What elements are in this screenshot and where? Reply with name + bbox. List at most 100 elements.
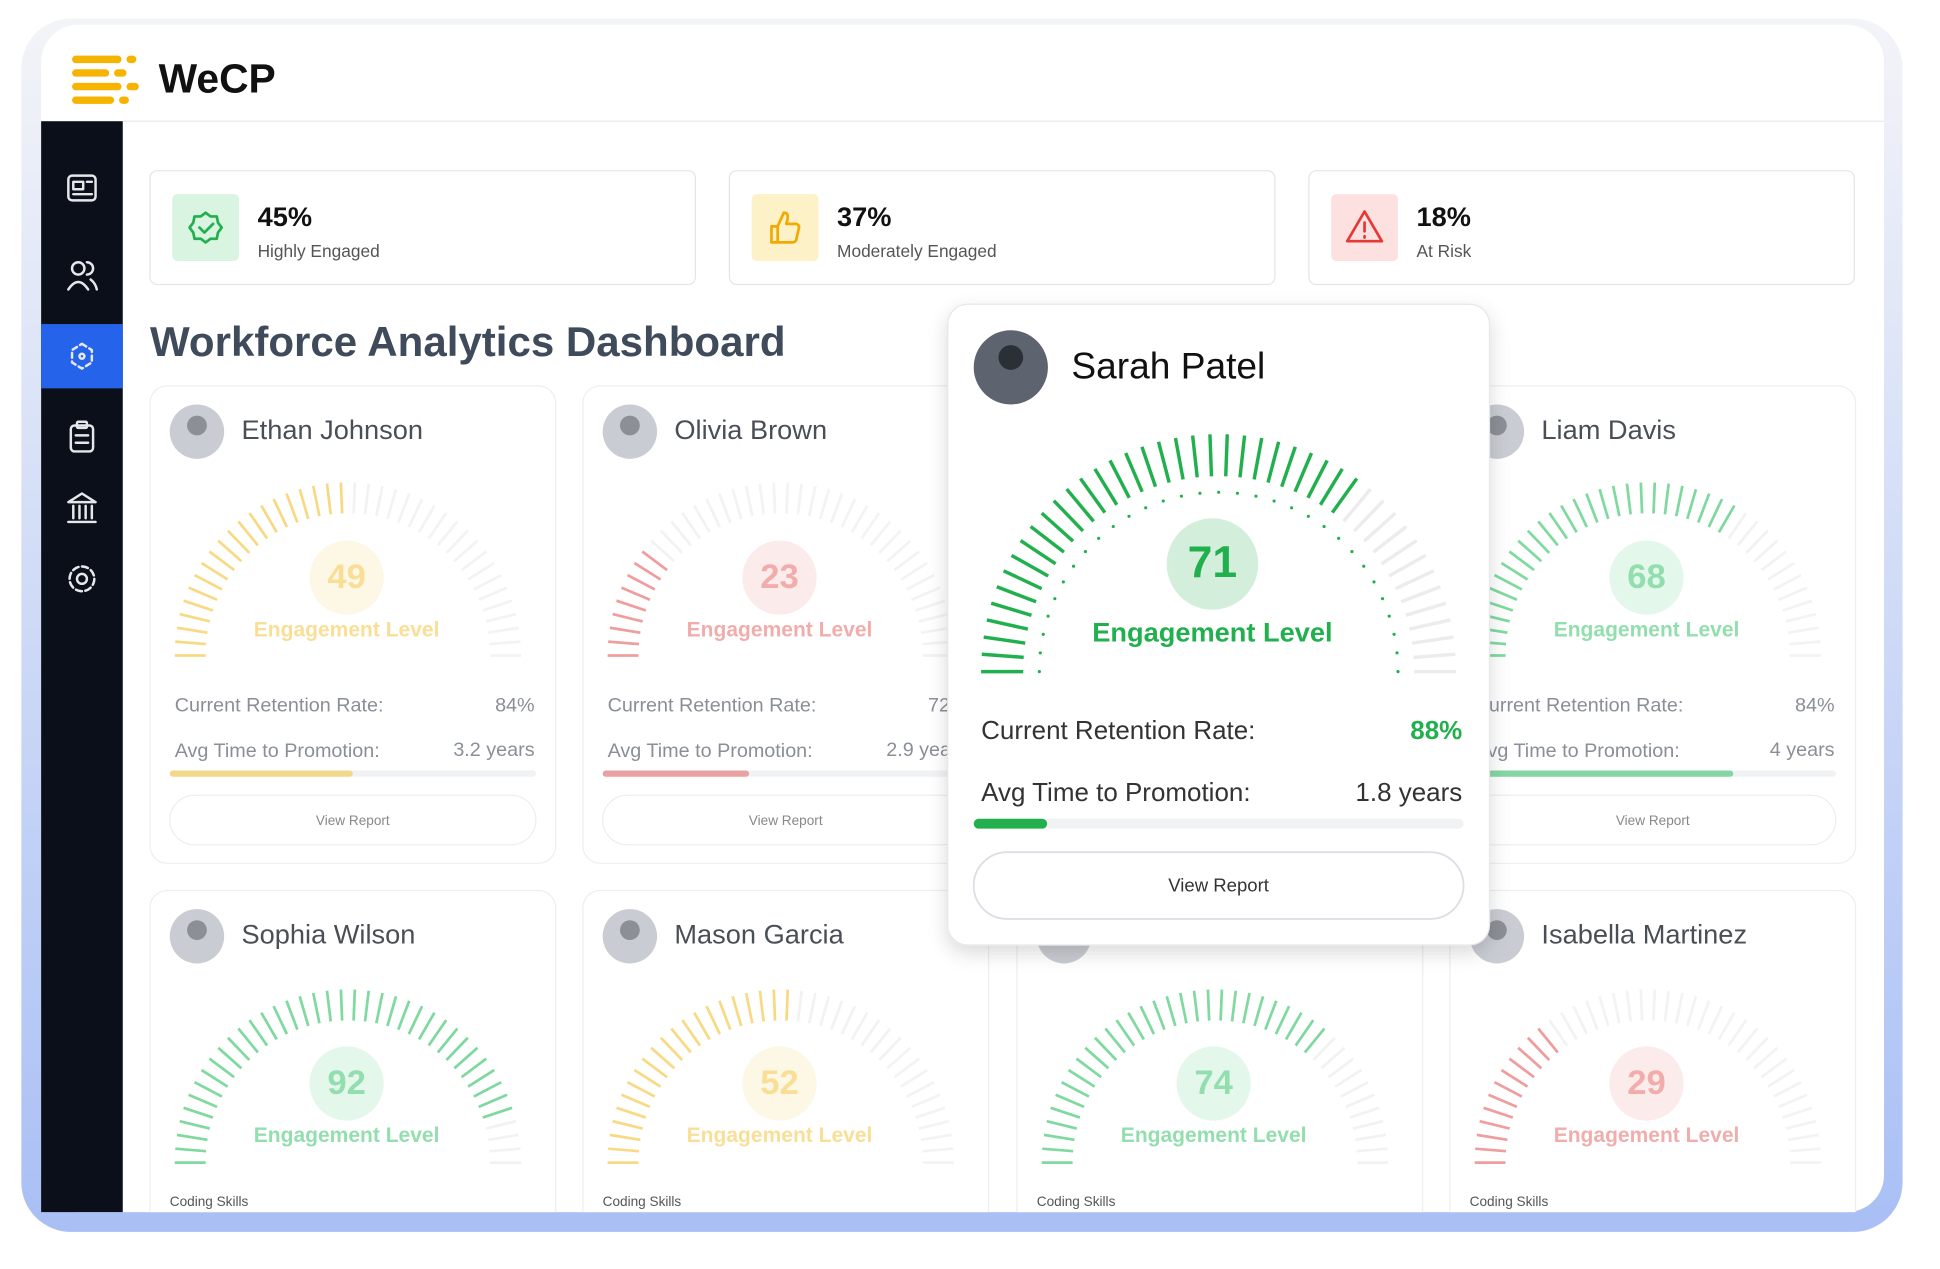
score-bg	[1166, 518, 1259, 610]
score-value: 71	[1188, 538, 1238, 587]
employee-name: Sarah Patel	[1071, 344, 1265, 386]
retention-label: Current Retention Rate:	[175, 694, 384, 716]
gauge	[607, 989, 954, 1164]
score-bg	[1609, 540, 1684, 615]
employee-name: Mason Garcia	[674, 918, 844, 949]
employee-card[interactable]: Ethan Johnson 49 Engagement Level Current R…	[149, 385, 557, 864]
promotion-label: Avg Time to Promotion:	[608, 740, 813, 762]
score-bg	[742, 540, 817, 615]
employee-card[interactable]: Isabella Martinez 29 Engagement Level Codin…	[1449, 889, 1857, 1262]
gauge-track	[1312, 1036, 1389, 1164]
stat-value: 45%	[258, 201, 312, 232]
stat-label: Highly Engaged	[258, 241, 380, 261]
retention-value: 84%	[1795, 694, 1835, 716]
gauge	[1041, 989, 1389, 1164]
gauge	[174, 482, 522, 657]
progress-fill	[602, 770, 750, 777]
stat-value: 37%	[837, 201, 891, 232]
view-report-text: View Report	[1616, 813, 1690, 828]
promotion-label: Avg Time to Promotion:	[1475, 740, 1680, 762]
score: 74 Engagement Level	[1121, 1046, 1307, 1147]
engagement-label: Engagement Level	[1092, 617, 1332, 648]
score-bg	[309, 540, 384, 615]
engagement-label: Engagement Level	[687, 1124, 873, 1147]
progress-fill	[169, 770, 353, 777]
employee-card[interactable]: Mason Garcia 52 Engagement Level Coding Ski…	[582, 889, 990, 1262]
engagement-label: Engagement Level	[254, 618, 440, 641]
nav-people[interactable]	[67, 260, 99, 291]
gauge	[1474, 989, 1821, 1164]
engagement-label: Engagement Level	[687, 618, 873, 641]
progress-fill	[1469, 770, 1734, 777]
score-value: 68	[1627, 558, 1666, 596]
score-bg	[309, 1046, 384, 1121]
gauge-fill	[174, 482, 344, 657]
gauge-track	[650, 482, 954, 657]
nav-settings[interactable]	[68, 565, 96, 593]
stat-icon-bg	[172, 194, 240, 261]
nav-reports[interactable]	[67, 174, 97, 202]
skills-label: Coding Skills	[1037, 1194, 1116, 1209]
logo	[72, 55, 139, 104]
avatar-head	[619, 415, 640, 436]
view-report-text: View Report	[749, 813, 823, 828]
gauge-track	[1727, 512, 1821, 657]
nav-organization[interactable]	[67, 492, 97, 524]
score: 92 Engagement Level	[254, 1046, 440, 1147]
stat-card: 37% Moderately Engaged	[728, 170, 1276, 286]
nav-tasks[interactable]	[69, 420, 95, 453]
stat-icon	[188, 211, 224, 244]
stat-icon	[770, 211, 801, 244]
gauge-track	[796, 990, 954, 1164]
retention-label: Current Retention Rate:	[1475, 694, 1684, 716]
employee-name: Isabella Martinez	[1541, 918, 1747, 949]
nav-analytics[interactable]	[70, 342, 94, 370]
score-value: 29	[1627, 1064, 1666, 1102]
score-value: 74	[1194, 1064, 1233, 1102]
featured-card[interactable]: Sarah Patel 71 Engagement Level Current Ret…	[947, 303, 1491, 946]
score-value: 23	[760, 558, 799, 596]
retention-value: 88%	[1410, 715, 1462, 745]
gauge-fill	[1474, 1027, 1559, 1164]
card-bg	[149, 889, 557, 1213]
sidebar	[41, 121, 123, 1213]
stat-value: 18%	[1417, 201, 1471, 232]
gauge-fill	[174, 989, 513, 1164]
stat-card: 45% Highly Engaged	[149, 170, 697, 286]
skills-label: Coding Skills	[170, 1194, 249, 1209]
sidebar-active	[41, 324, 123, 389]
gauge-track	[352, 482, 522, 657]
avatar-head	[1487, 415, 1507, 436]
progress-fill	[973, 818, 1048, 829]
score-value: 49	[327, 558, 366, 596]
engagement-label: Engagement Level	[254, 1124, 440, 1147]
employee-name: Ethan Johnson	[242, 414, 423, 445]
stat-card-bg	[1308, 170, 1855, 286]
view-report-button[interactable]	[972, 851, 1465, 920]
gauge-track	[485, 1119, 522, 1164]
card-bg	[582, 889, 990, 1213]
retention-label: Current Retention Rate:	[608, 694, 817, 716]
score: 52 Engagement Level	[687, 1046, 873, 1147]
score: 49 Engagement Level	[254, 540, 440, 641]
promotion-value: 1.8 years	[1355, 777, 1462, 807]
score: 23 Engagement Level	[687, 540, 873, 641]
score-value: 52	[760, 1064, 799, 1102]
skills-label: Coding Skills	[603, 1194, 682, 1209]
view-report-button[interactable]	[169, 794, 537, 846]
employee-card[interactable]: Sophia Wilson 92 Engagement Level Coding Sk…	[149, 889, 557, 1262]
score: 68 Engagement Level	[1554, 540, 1740, 641]
engagement-label: Engagement Level	[1554, 618, 1740, 641]
progress-track	[973, 818, 1464, 829]
score: 29 Engagement Level	[1554, 1046, 1739, 1147]
promotion-label: Avg Time to Promotion:	[175, 740, 380, 762]
retention-label: Current Retention Rate:	[981, 715, 1255, 745]
employee-card[interactable]: Olivia Brown 23 Engagement Level Current Re…	[582, 385, 990, 864]
stat-card-bg	[728, 170, 1276, 286]
gauge-track	[1548, 989, 1821, 1164]
employee-card[interactable]: Liam Davis 68 Engagement Level Current Rete…	[1449, 385, 1857, 864]
employee-card[interactable]: 74 Engagement Level Coding Skills	[1016, 889, 1424, 1262]
card-bg	[1449, 889, 1857, 1213]
gauge-dots	[1037, 490, 1400, 674]
stat-icon	[1345, 210, 1384, 243]
